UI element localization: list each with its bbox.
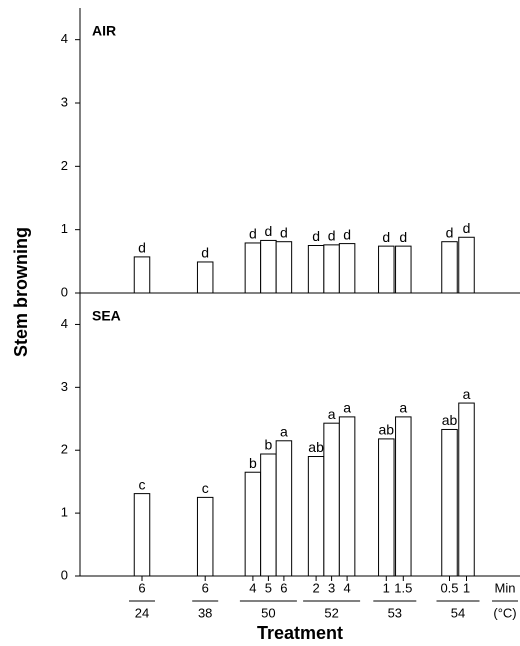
y-tick-label: 4: [61, 316, 68, 331]
bar: [244, 471, 262, 577]
y-tick-label: 4: [61, 31, 68, 46]
y-tick-label: 2: [61, 158, 68, 173]
bar-letter: a: [343, 400, 351, 416]
bar: [275, 440, 293, 577]
x-axis-label: Treatment: [257, 623, 343, 643]
bar: [323, 422, 340, 577]
bar-letter: d: [265, 223, 273, 239]
x-tick-label: 3: [328, 580, 335, 595]
bar-letter: ab: [442, 412, 458, 428]
y-tick-label: 2: [61, 442, 68, 457]
y-tick-label: 3: [61, 94, 68, 109]
bar: [323, 244, 340, 294]
group-label: 54: [451, 605, 465, 620]
x-unit-label: (°C): [493, 605, 516, 620]
x-tick-label: 4: [249, 580, 256, 595]
bar-letter: c: [139, 476, 146, 492]
x-tick-label: 6: [280, 580, 287, 595]
bar: [244, 242, 262, 294]
bar: [395, 416, 412, 577]
bar: [307, 456, 325, 577]
bar: [338, 416, 356, 577]
x-tick-label: 1.5: [394, 580, 412, 595]
x-tick-label: 6: [202, 580, 209, 595]
x-tick-label: 4: [343, 580, 350, 595]
x-unit-label: Min: [495, 580, 516, 595]
bar: [133, 493, 151, 577]
bar: [395, 245, 412, 294]
bar-letter: d: [249, 226, 257, 242]
bar-letter: d: [280, 224, 288, 240]
panel-title: AIR: [92, 23, 116, 39]
bar-letter: b: [265, 437, 273, 453]
bar-letter: d: [463, 220, 471, 236]
bar-letter: d: [446, 224, 454, 240]
y-tick-label: 1: [61, 505, 68, 520]
bar-letter: ab: [308, 439, 324, 455]
bar-letter: ab: [379, 422, 395, 438]
bar-letter: a: [280, 423, 288, 439]
group-label: 53: [388, 605, 402, 620]
bar: [458, 402, 475, 577]
bar-letter: a: [399, 400, 407, 416]
bar: [378, 438, 395, 577]
y-tick-label: 0: [61, 567, 68, 582]
bar: [338, 243, 356, 294]
bar-letter: d: [382, 229, 390, 245]
bar-letter: d: [399, 229, 407, 245]
bar: [307, 245, 325, 294]
bar-letter: a: [463, 386, 471, 402]
bar: [133, 256, 151, 294]
bar: [441, 241, 458, 294]
bar-letter: d: [343, 226, 351, 242]
y-axis-label: Stem browning: [11, 227, 31, 357]
bar: [378, 245, 395, 294]
bar-letter: d: [201, 245, 209, 261]
panel-title: SEA: [92, 308, 121, 324]
bar-letter: d: [328, 228, 336, 244]
group-label: 50: [261, 605, 275, 620]
bar: [260, 453, 277, 577]
bar-letter: d: [138, 240, 146, 256]
x-tick-label: 0.5: [440, 580, 458, 595]
x-tick-label: 1: [383, 580, 390, 595]
y-tick-label: 3: [61, 379, 68, 394]
group-label: 24: [135, 605, 149, 620]
bar: [196, 496, 214, 577]
group-label: 52: [324, 605, 338, 620]
bar-letter: b: [249, 455, 257, 471]
y-tick-label: 0: [61, 284, 68, 299]
bar: [196, 261, 214, 294]
bar: [458, 236, 475, 294]
x-tick-label: 5: [265, 580, 272, 595]
bar-letter: c: [202, 480, 209, 496]
bar: [260, 239, 277, 294]
bar-letter: a: [328, 406, 336, 422]
bar: [275, 241, 293, 294]
x-tick-label: 1: [463, 580, 470, 595]
group-label: 38: [198, 605, 212, 620]
x-tick-label: 2: [312, 580, 319, 595]
x-tick-label: 6: [138, 580, 145, 595]
y-tick-label: 1: [61, 221, 68, 236]
bar: [441, 428, 458, 577]
bar-letter: d: [312, 228, 320, 244]
